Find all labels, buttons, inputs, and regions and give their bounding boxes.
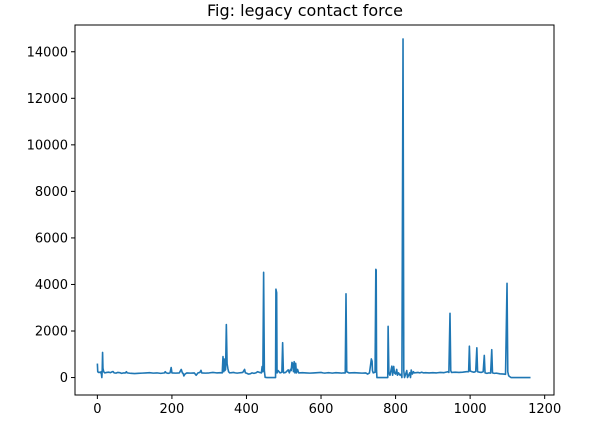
x-tick-label: 1200 [528,402,561,417]
y-tick-label: 8000 [35,185,68,200]
x-tick-label: 200 [160,402,185,417]
plot-area [96,38,531,379]
x-tick-label: 800 [383,402,408,417]
x-axis: 0 200 400 600 800 1000 1200 [93,395,561,417]
y-tick-label: 10000 [27,138,68,153]
y-tick-label: 0 [60,371,68,386]
x-tick-label: 600 [309,402,334,417]
y-tick-label: 12000 [27,92,68,107]
y-tick-label: 2000 [35,325,68,340]
y-tick-label: 6000 [35,231,68,246]
y-axis: 0 2000 4000 6000 8000 10000 12000 14000 [27,45,75,386]
y-tick-label: 14000 [27,45,68,60]
series-line-0 [96,38,531,379]
x-tick-label: 400 [234,402,259,417]
axes-frame [74,24,555,396]
y-tick-label: 4000 [35,278,68,293]
x-tick-label: 0 [93,402,101,417]
chart-title: Fig: legacy contact force [207,1,403,20]
x-tick-label: 1000 [454,402,487,417]
